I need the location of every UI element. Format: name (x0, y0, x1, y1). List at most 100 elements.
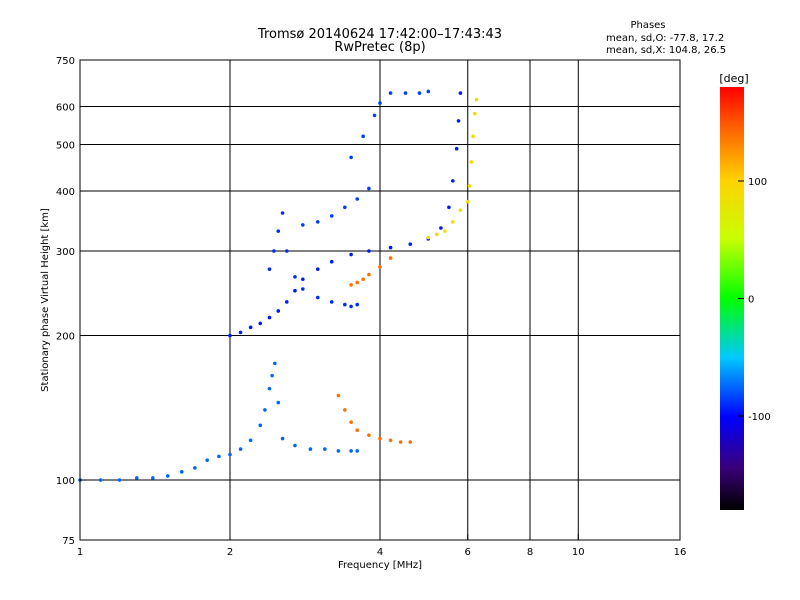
data-point (248, 438, 253, 443)
data-point (378, 101, 382, 105)
data-point (456, 119, 461, 123)
data-point (349, 283, 353, 287)
data-point (280, 436, 285, 441)
data-point (315, 295, 320, 300)
data-point (323, 447, 327, 451)
data-point (238, 447, 243, 451)
data-point (349, 449, 353, 453)
data-point (280, 211, 285, 215)
data-point (471, 134, 475, 139)
data-point (329, 300, 334, 304)
data-point (205, 458, 209, 462)
data-point (272, 361, 277, 366)
data-point (228, 452, 232, 457)
data-point (117, 478, 122, 482)
data-point (329, 259, 334, 264)
data-point (276, 309, 281, 313)
data-point (258, 423, 263, 428)
data-point (367, 272, 371, 277)
data-point (308, 447, 313, 451)
data-point (426, 235, 431, 240)
data-point (408, 242, 413, 246)
phases-o-mode: mean, sd,O: -77.8, 17.2 (606, 33, 724, 44)
data-point (403, 91, 408, 95)
data-point (284, 249, 289, 253)
data-point (417, 91, 422, 95)
phases-title: Phases (630, 20, 665, 31)
x-tick-label: 2 (227, 547, 233, 558)
y-tick-label: 400 (56, 187, 75, 198)
phases-x-mode: mean, sd,X: 104.8, 26.5 (606, 45, 726, 56)
data-point (355, 302, 359, 307)
data-point (451, 220, 455, 224)
y-tick-label: 750 (56, 56, 75, 67)
data-point (301, 223, 305, 227)
data-point (434, 232, 439, 237)
data-point (293, 288, 297, 293)
data-point (388, 245, 393, 250)
data-point (451, 179, 455, 183)
data-point (367, 433, 371, 437)
y-tick-label: 200 (56, 332, 75, 343)
x-tick-label: 1 (77, 547, 83, 558)
data-point (343, 302, 347, 307)
data-point (272, 249, 276, 253)
data-point (458, 91, 463, 95)
data-point (367, 186, 371, 191)
data-point (388, 91, 393, 95)
data-point (349, 155, 353, 160)
chart-subtitle: RwPretec (8p) (334, 40, 425, 55)
data-point (361, 134, 365, 139)
data-point (355, 197, 359, 201)
y-tick-label: 75 (62, 536, 75, 547)
data-point (465, 199, 470, 204)
data-point (329, 214, 334, 218)
data-point (301, 287, 305, 291)
data-point (284, 300, 289, 304)
data-point (293, 443, 297, 448)
data-point (134, 476, 139, 480)
colorbar-ticks: 100 0 -100 (738, 177, 771, 423)
y-tick-label: 100 (56, 476, 75, 487)
data-point (258, 321, 263, 326)
chart-title: Tromsø 20140624 17:42:00–17:43:43 (257, 27, 502, 42)
data-point (398, 440, 403, 444)
data-point (151, 476, 155, 480)
data-point (367, 249, 371, 253)
data-point (388, 438, 393, 443)
data-point (343, 408, 347, 412)
data-point (228, 333, 232, 338)
colorbar-tick-label: 0 (748, 295, 754, 306)
data-point (276, 400, 281, 405)
data-point (179, 470, 184, 474)
data-point (336, 393, 341, 398)
data-point (315, 267, 320, 271)
data-point (454, 146, 459, 151)
colorbar-tick-label: 100 (748, 177, 767, 188)
data-point (378, 265, 382, 269)
data-point (355, 280, 359, 285)
data-point (315, 220, 320, 224)
data-point (467, 184, 472, 188)
data-point (361, 277, 365, 282)
data-point (439, 226, 443, 230)
data-point (267, 315, 272, 320)
data-point (372, 113, 377, 118)
data-point (355, 428, 359, 433)
data-point (343, 205, 347, 210)
data-points (78, 89, 479, 482)
data-point (98, 478, 103, 482)
x-tick-label: 16 (674, 547, 687, 558)
data-point (426, 89, 431, 94)
data-point (301, 277, 305, 282)
data-point (270, 373, 274, 378)
data-point (458, 208, 463, 212)
data-point (469, 160, 474, 164)
y-axis-label: Stationary phase Virtual Height [km] (40, 208, 51, 392)
x-axis-label: Frequency [MHz] (338, 560, 422, 571)
data-point (443, 229, 447, 233)
data-point (276, 229, 281, 233)
data-point (473, 111, 477, 116)
data-point (408, 440, 413, 444)
